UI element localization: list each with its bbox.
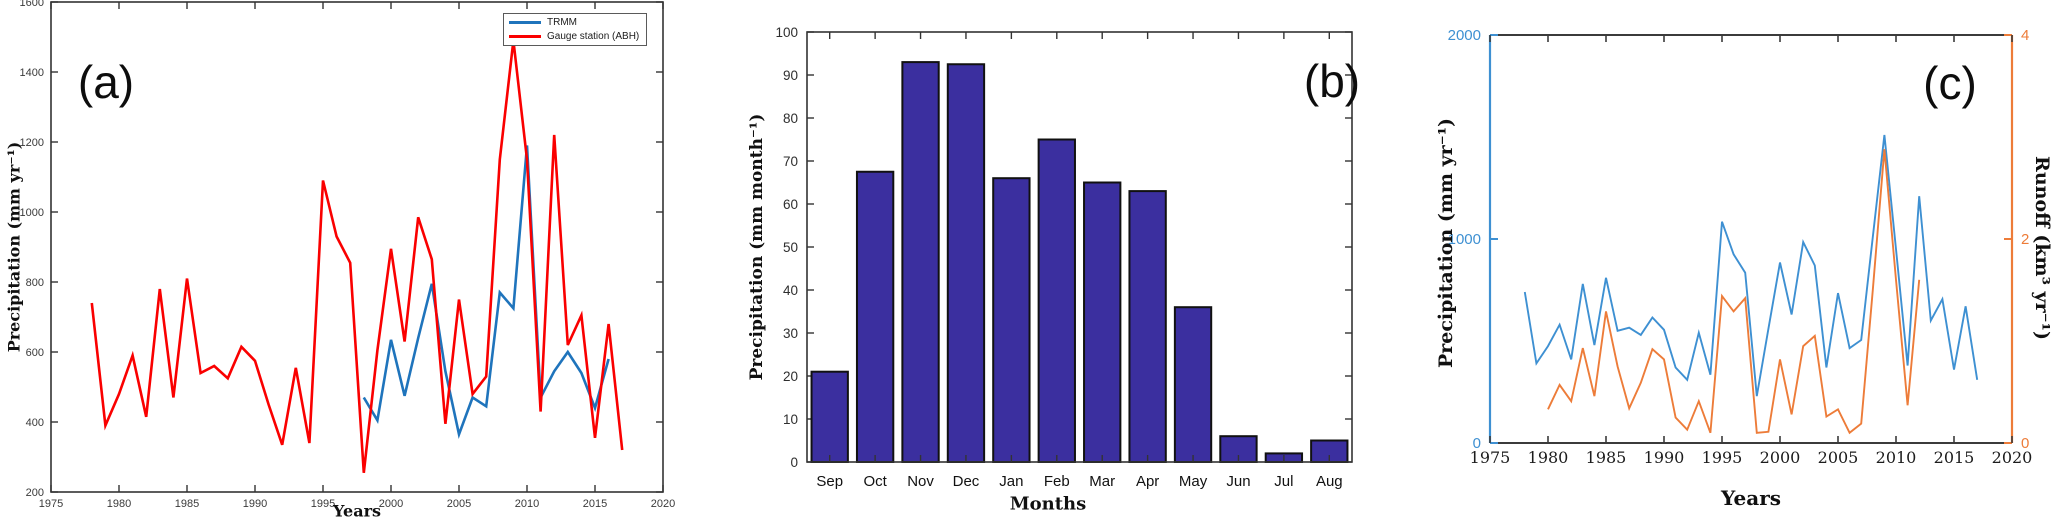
y-tick-label: 200 [26,487,44,499]
x-tick-label: Jun [1226,473,1250,490]
y-tick-label-right: 4 [2021,27,2029,44]
legend-item-trmm: TRMM [509,17,639,28]
x-tick-label: Mar [1089,473,1115,490]
x-tick-label: 1975 [1470,448,1511,467]
legend-label: TRMM [547,16,577,28]
y-tick-label: 400 [26,417,44,429]
x-tick-label: Dec [953,473,980,490]
panel-b-ylabel: Precipitation (mm month⁻¹) [747,113,767,381]
x-tick-label: Aug [1316,473,1343,490]
y-tick-label-right: 2 [2021,231,2029,248]
y-tick-label: 70 [783,154,798,169]
x-tick-label: 1985 [175,498,199,510]
x-tick-label: Jan [999,473,1023,490]
y-tick-label-left: 1000 [1448,231,1481,248]
y-tick-label: 100 [775,25,798,40]
x-tick-label: Feb [1044,473,1070,490]
panel-b-chart: 0 10 20 30 40 50 60 70 80 90 100 Sep Oct Nov Dec Jan Feb… [775,25,1353,490]
panel-c-ylabel-right: Runoff (km³ yr⁻¹) [2031,156,2053,340]
panel-a-xlabel: Years [332,501,382,521]
panel-a-chart: 200 400 600 800 1000 1200 1400 1600 1975 1980 1985… [20,0,676,510]
x-tick-label: 2000 [379,498,403,510]
bar-apr [1128,190,1167,463]
y-tick-label: 1400 [20,67,44,79]
x-tick-label: Apr [1136,473,1159,490]
x-tick-label: 1995 [1702,448,1743,467]
x-tick-label: Nov [907,473,934,490]
bar-mar [1083,181,1122,463]
x-tick-label: 2015 [583,498,607,510]
axes-frame [50,1,664,493]
panel-a-letter: (a) [77,56,135,108]
bar-may [1173,306,1213,464]
panel-c-ylabel-left: Precipitation (mm yr⁻¹) [1435,117,1457,369]
x-tick-label: 2000 [1760,448,1801,467]
x-tick-label: May [1179,473,1208,490]
x-tick-label: Jul [1274,473,1293,490]
bar-jan [992,177,1031,463]
bar-nov [901,61,940,463]
x-tick-label: Oct [863,473,887,490]
y-tick-label: 50 [783,240,798,255]
y-tick-label-left: 2000 [1448,27,1481,44]
legend-item-gauge-station-abh: Gauge station (ABH) [509,31,639,42]
panel-b-xlabel: Months [1009,493,1087,515]
y-tick-label: 30 [783,326,798,341]
x-tick-label: 1985 [1586,448,1627,467]
x-tick-label: Sep [816,473,843,490]
y-tick-label: 20 [783,369,798,384]
x-tick-label: 2010 [515,498,539,510]
trmm-line [362,145,610,439]
x-tick-label: 2005 [447,498,471,510]
precipitation-line [1523,134,1979,397]
y-tick-label: 60 [783,197,798,212]
panel-c-letter: (c) [1923,57,1977,109]
bar-sep [810,370,849,464]
x-tick-label: 1975 [39,498,63,510]
bar-dec [946,63,986,463]
gauge-line [90,40,624,473]
x-tick-label: 1980 [1528,448,1569,467]
x-tick-label: 2010 [1876,448,1917,467]
y-tick-label: 800 [26,277,44,289]
x-tick-label: 2015 [1934,448,1975,467]
bar-feb [1037,138,1076,463]
x-tick-label: 1980 [107,498,131,510]
legend-label: Gauge station (ABH) [547,30,640,42]
legend-line-swatch [509,21,541,24]
y-tick-label: 1200 [20,137,44,149]
y-tick-label: 90 [783,68,798,83]
y-tick-label: 80 [783,111,798,126]
axes-frame [806,31,1353,463]
y-tick-label-left: 0 [1473,435,1481,452]
y-tick-label: 0 [790,455,798,470]
x-tick-label: 2020 [1992,448,2033,467]
x-tick-label: 2005 [1818,448,1859,467]
panel-b-letter: (b) [1303,55,1361,107]
y-tick-label: 1000 [20,207,44,219]
runoff-line [1547,149,1921,435]
panel-a-legend: TRMM Gauge station (ABH) [503,13,648,46]
y-tick-label: 1600 [20,0,44,9]
panel-c-chart: 0 1000 2000 0 2 4 1975 1980 1985 1990 1995 2000 2005… [1448,27,2033,467]
x-tick-label: 1990 [243,498,267,510]
legend-line-swatch [509,35,541,38]
x-tick-label: 2020 [651,498,675,510]
x-tick-label: 1990 [1644,448,1685,467]
panel-a-ylabel: Precipitation (mm yr⁻¹) [4,141,24,353]
y-tick-label: 10 [783,412,798,427]
x-tick-label: 1995 [311,498,335,510]
bar-oct [855,170,895,463]
panel-c-xlabel: Years [1720,486,1782,510]
y-tick-label-right: 0 [2021,435,2029,452]
y-tick-label: 40 [783,283,798,298]
y-tick-label: 600 [26,347,44,359]
